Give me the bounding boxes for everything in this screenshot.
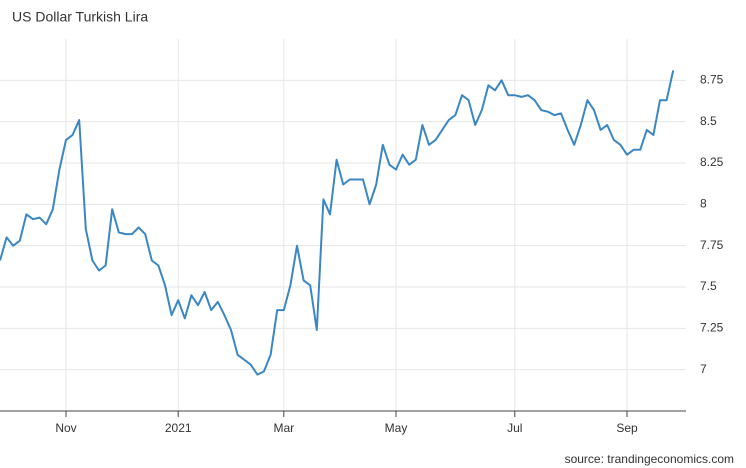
y-tick-label: 7 [700,362,707,376]
x-tick-label: May [385,421,408,435]
x-tick-label: Jul [507,421,522,435]
line-series [0,70,675,376]
x-tick-label: 2021 [165,421,192,435]
y-tick-label: 8.25 [700,155,724,169]
y-tick-label: 7.5 [700,279,717,293]
x-tick-label: Mar [273,421,294,435]
y-tick-label: 8.5 [700,114,717,128]
x-tick-label: Sep [616,421,638,435]
y-tick-label: 8 [700,197,707,211]
source: source: trandingeconomics.com [565,452,734,466]
y-tick-label: 7.75 [700,238,724,252]
y-tick-label: 8.75 [700,73,724,87]
chart-title: US Dollar Turkish Lira [12,9,148,25]
x-tick-label: Nov [55,421,76,435]
y-tick-label: 7.25 [700,321,724,335]
